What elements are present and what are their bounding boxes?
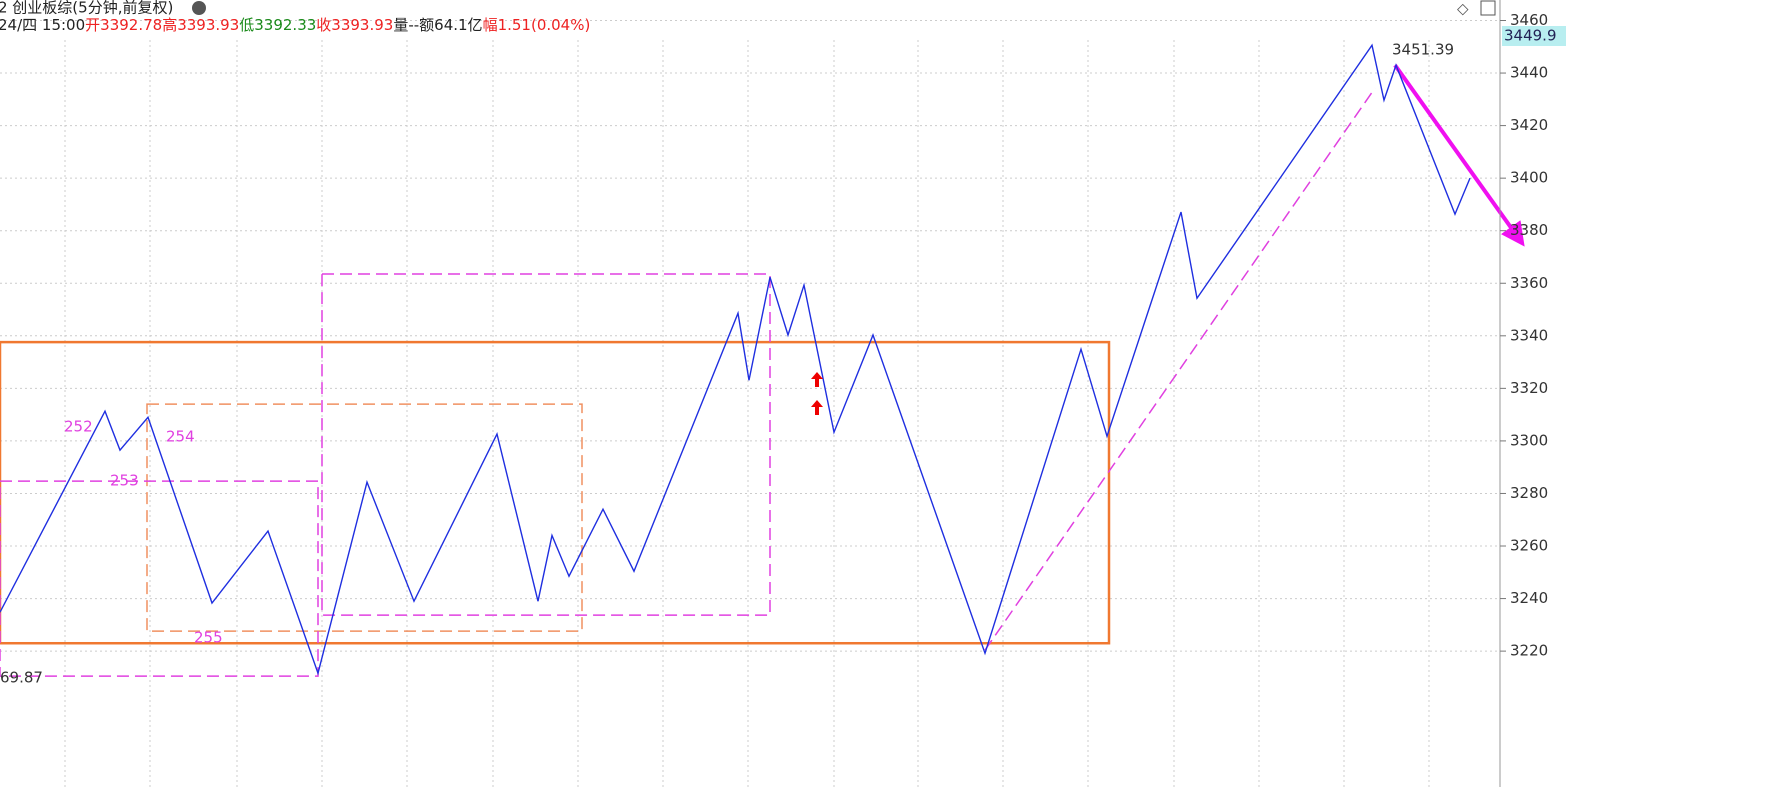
range-box [0, 480, 319, 677]
y-tick-label: 3380 [1510, 221, 1548, 239]
y-tick-label: 3220 [1510, 642, 1548, 660]
y-tick-label: 3300 [1510, 431, 1548, 449]
info-item: 3393.93 [177, 16, 239, 34]
y-tick-label: 3400 [1510, 169, 1548, 187]
info-item: 高 [162, 16, 177, 34]
y-tick-label: 3240 [1510, 589, 1548, 607]
icon[interactable] [1480, 0, 1496, 16]
info-item: 收 [316, 16, 331, 34]
range-box [146, 403, 583, 632]
info-item: 幅 [483, 16, 498, 34]
info-item: 量-- [393, 16, 419, 34]
annotation: 255 [194, 629, 223, 647]
last-price: 3449.9 [1504, 27, 1557, 45]
annotation: 3451.39 [1392, 41, 1454, 59]
annotation: 252 [64, 418, 93, 436]
y-tick-label: 3260 [1510, 537, 1548, 555]
y-tick-label: 3460 [1510, 11, 1548, 29]
info-item: 低 [239, 16, 254, 34]
trend-arrow [1393, 64, 1525, 247]
zigzag-line [0, 43, 1471, 676]
info-item: 3393.93 [331, 16, 393, 34]
y-tick-label: 3340 [1510, 326, 1548, 344]
info-item: 3392.33 [254, 16, 316, 34]
info-item: 24/四 15:00 [0, 16, 85, 34]
info-line: 24/四 15:00开3392.78高3393.93低3392.33收3393.… [0, 16, 590, 34]
info-item: 开 [85, 16, 100, 34]
plot [0, 19, 1525, 787]
annotation: 253 [110, 472, 139, 490]
y-tick-label: 3440 [1510, 64, 1548, 82]
info-item: 1.51(0.04%) [498, 16, 591, 34]
annotation: 69.87 [0, 669, 43, 687]
y-tick-label: 3360 [1510, 274, 1548, 292]
y-tick-label: 3420 [1510, 116, 1548, 134]
signal-arrows [811, 372, 823, 415]
icon[interactable]: ◇ [1457, 0, 1469, 18]
price-box [1502, 26, 1566, 46]
trend-line [984, 87, 1376, 651]
range-box [0, 340, 1111, 645]
dropdown-icon[interactable] [192, 1, 206, 15]
info-item: 额64.1亿 [419, 16, 482, 34]
range-box [321, 273, 771, 616]
chart-title: 2 创业板综(5分钟,前复权) [0, 0, 173, 17]
y-tick-label: 3320 [1510, 379, 1548, 397]
y-tick-label: 3280 [1510, 484, 1548, 502]
info-item: 3392.78 [100, 16, 162, 34]
annotation: 254 [166, 428, 195, 446]
header: 2 创业板综(5分钟,前复权) 24/四 15:00开3392.78高3393.… [0, 0, 1496, 34]
